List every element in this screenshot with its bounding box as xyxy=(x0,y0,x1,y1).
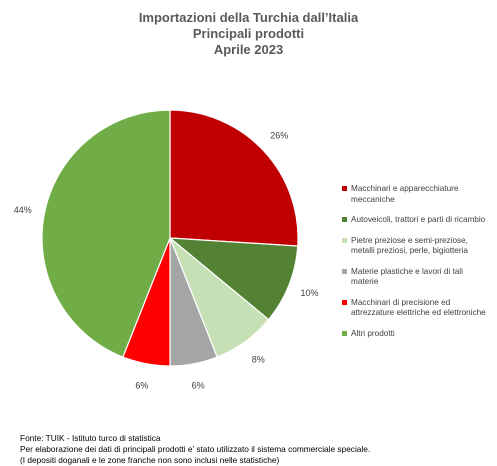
chart-title-line-1: Importazioni della Turchia dall’Italia xyxy=(138,10,359,25)
source-note: Fonte: TUIK - Istituto turco di statisti… xyxy=(20,433,370,466)
legend-item-0: Macchinari e apparecchiature meccaniche xyxy=(342,184,492,205)
legend-label-3: Materie plastiche e lavori di tali mater… xyxy=(351,266,463,287)
legend-swatch-1 xyxy=(342,217,347,222)
legend-item-5: Altri prodotti xyxy=(342,329,492,340)
pie-label-1: 10% xyxy=(300,288,318,298)
pie-label-0: 26% xyxy=(270,130,288,140)
chart-legend: Macchinari e apparecchiature meccaniche A… xyxy=(342,184,492,349)
chart-title-line-2: Principali prodotti xyxy=(192,26,305,41)
legend-item-3: Materie plastiche e lavori di tali mater… xyxy=(342,267,492,288)
legend-label-1: Autoveicoli, trattori e parti di ricambi… xyxy=(351,215,486,224)
pie-label-5: 44% xyxy=(14,205,32,215)
legend-label-4: Macchinari di precisione ed attrezzature… xyxy=(351,297,486,318)
legend-swatch-3 xyxy=(342,268,347,274)
legend-item-4: Macchinari di precisione ed attrezzature… xyxy=(342,298,492,319)
legend-swatch-0 xyxy=(342,186,347,191)
chart-title-line-3: Aprile 2023 xyxy=(213,42,284,57)
legend-item-2: Pietre preziose e semi-preziose, metalli… xyxy=(342,236,492,257)
legend-label-5: Altri prodotti xyxy=(351,328,395,338)
pie-slice-5 xyxy=(41,109,171,358)
legend-swatch-2 xyxy=(342,237,347,243)
legend-label-0: Macchinari e apparecchiature meccaniche xyxy=(351,184,459,204)
source-line-3: (I depositi doganali e le zone franche n… xyxy=(20,455,280,465)
source-line-2: Per elaborazione dei dati di principali … xyxy=(20,444,371,454)
chart-title: Importazioni della Turchia dall’Italia P… xyxy=(0,10,497,58)
pie-label-2: 8% xyxy=(252,354,265,364)
legend-swatch-4 xyxy=(342,299,347,305)
source-line-1: Fonte: TUIK - Istituto turco di statisti… xyxy=(20,433,161,443)
pie-slice-1 xyxy=(168,237,299,321)
legend-swatch-5 xyxy=(342,330,347,336)
legend-item-1: Autoveicoli, trattori e parti di ricambi… xyxy=(342,215,492,226)
legend-label-2: Pietre preziose e semi-preziose, metalli… xyxy=(351,235,468,256)
pie-slice-0 xyxy=(169,109,299,247)
pie-label-3: 6% xyxy=(192,380,205,390)
pie-label-4: 6% xyxy=(135,380,148,390)
